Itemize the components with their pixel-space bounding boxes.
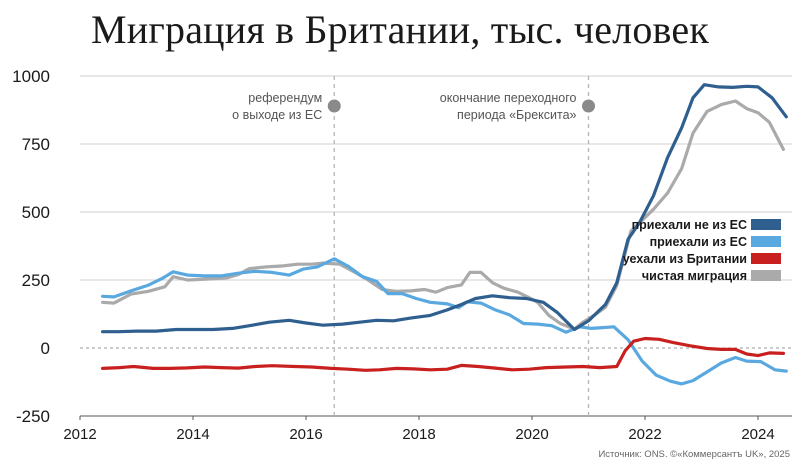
series-line-c8201f bbox=[101, 336, 785, 372]
legend-swatch bbox=[751, 219, 781, 230]
event-marker-dot bbox=[582, 99, 595, 113]
y-tick-label: -250 bbox=[16, 407, 50, 426]
y-tick-label: 500 bbox=[22, 203, 50, 222]
x-tick-label: 2016 bbox=[289, 426, 322, 443]
event-annotation-text: окончание переходного bbox=[440, 91, 577, 105]
legend-label: приехали не из ЕС bbox=[632, 218, 747, 232]
y-tick-label: 0 bbox=[41, 339, 50, 358]
legend-label: уехали из Британии bbox=[623, 252, 747, 266]
event-annotation-text: о выходе из ЕС bbox=[232, 108, 322, 122]
x-tick-label: 2024 bbox=[741, 426, 774, 443]
event-annotation-text: референдум bbox=[248, 91, 322, 105]
legend-label: приехали из ЕС bbox=[650, 235, 747, 249]
series-line-aaaaaa bbox=[101, 99, 785, 331]
x-tick-label: 2014 bbox=[176, 426, 209, 443]
x-tick-label: 2020 bbox=[515, 426, 548, 443]
legend-label: чистая миграция bbox=[642, 269, 747, 283]
legend-swatch bbox=[751, 253, 781, 264]
x-tick-label: 2022 bbox=[628, 426, 661, 443]
y-tick-label: 750 bbox=[22, 135, 50, 154]
chart-title: Миграция в Британии, тыс. человек bbox=[91, 7, 709, 52]
event-annotation-text: периода «Брексита» bbox=[457, 108, 576, 122]
y-tick-label: 1000 bbox=[12, 67, 50, 86]
x-tick-label: 2012 bbox=[63, 426, 96, 443]
x-tick-label: 2018 bbox=[402, 426, 435, 443]
source-note: Источник: ONS. ©«Коммерсантъ UK», 2025 bbox=[598, 449, 790, 460]
event-marker-dot bbox=[327, 99, 341, 113]
y-tick-label: 250 bbox=[22, 271, 50, 290]
series-line-2e5f8f bbox=[101, 83, 788, 334]
legend-swatch bbox=[751, 236, 781, 247]
legend-swatch bbox=[751, 270, 781, 281]
